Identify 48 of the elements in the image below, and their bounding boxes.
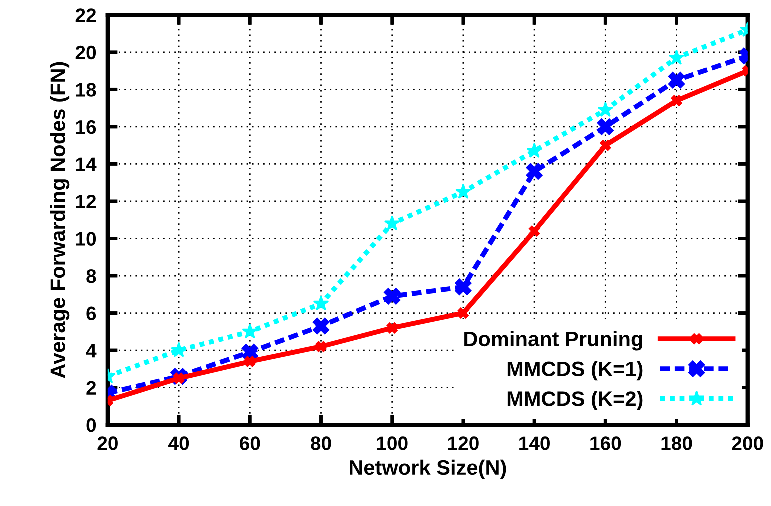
y-tick-label: 18 [76,83,96,97]
point [600,140,612,152]
x-tick-label: 120 [448,436,479,450]
point [455,184,472,200]
point [313,296,330,311]
legend-label: MMCDS (K=1) [508,361,643,381]
point [458,308,470,319]
y-tick-label: 2 [86,381,96,395]
x-tick-label: 100 [377,436,408,450]
point [242,324,258,339]
y-tick-label: 22 [76,8,96,22]
x-tick-label: 180 [662,436,692,450]
y-tick-label: 10 [76,232,96,246]
point [386,322,398,334]
point [671,95,682,106]
point [312,318,330,335]
x-tick-label: 80 [311,436,332,450]
point [668,50,685,65]
x-tick-label: 200 [732,436,764,450]
legend-label: MMCDS (K=2) [508,391,643,410]
x-tick-label: 40 [168,436,190,450]
point [598,102,614,118]
x-tick-label: 140 [520,436,550,450]
point [529,226,540,237]
x-tick-label: 20 [98,436,118,450]
point [455,278,472,296]
y-tick-label: 12 [76,194,96,209]
point [384,216,400,231]
point [526,142,543,158]
x-axis-title: Network Size(N) [350,460,506,480]
point [668,72,686,89]
point [316,341,327,352]
y-tick-label: 14 [76,158,97,172]
y-tick-label: 20 [76,46,96,60]
point [597,118,614,136]
y-tick-label: 6 [86,306,96,320]
point [526,163,543,180]
y-tick-label: 4 [86,344,97,358]
point [384,288,401,305]
legend-label: Dominant Pruning [464,331,642,351]
x-tick-label: 60 [240,436,260,450]
x-tick-label: 160 [590,436,622,450]
y-axis-title: Average Forwarding Nodes (FN) [50,62,70,378]
point [244,356,256,368]
y-tick-label: 16 [76,120,96,134]
y-tick-label: 8 [86,269,96,284]
point [171,342,188,358]
y-tick-label: 0 [86,418,96,432]
